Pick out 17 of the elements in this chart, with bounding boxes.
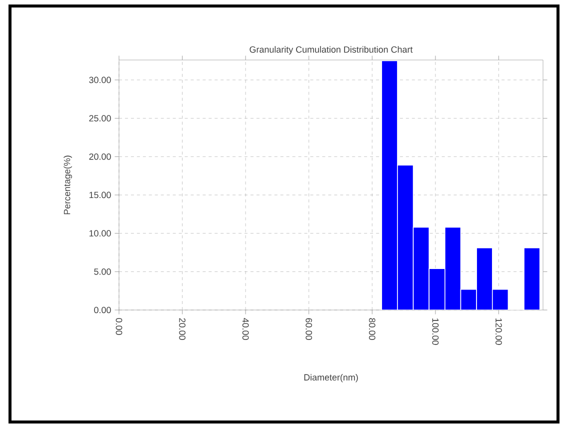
y-axis-title: Percentage(%) <box>64 156 72 214</box>
y-tick-label: 5.00 <box>94 268 111 275</box>
x-tick-label: 40.00 <box>242 318 249 340</box>
x-tick-label: 0.00 <box>116 318 122 335</box>
x-tick-label: 120.00 <box>496 318 502 345</box>
y-tick-label: 30.00 <box>89 76 111 84</box>
y-tick-label: 10.00 <box>89 230 111 236</box>
y-tick-label: 20.00 <box>89 153 111 160</box>
chart-title: Granularity Cumulation Distribution Chart <box>250 46 413 54</box>
y-tick-label: 25.00 <box>89 115 111 122</box>
x-axis-title: Diameter(nm) <box>304 374 358 382</box>
x-tick-label: 20.00 <box>179 318 186 340</box>
x-tick-label: 80.00 <box>368 318 376 340</box>
x-tick-label: 60.00 <box>306 318 312 340</box>
x-tick-label: 100.00 <box>432 318 439 345</box>
y-tick-label: 0.00 <box>94 306 111 314</box>
y-tick-label: 15.00 <box>89 192 111 198</box>
